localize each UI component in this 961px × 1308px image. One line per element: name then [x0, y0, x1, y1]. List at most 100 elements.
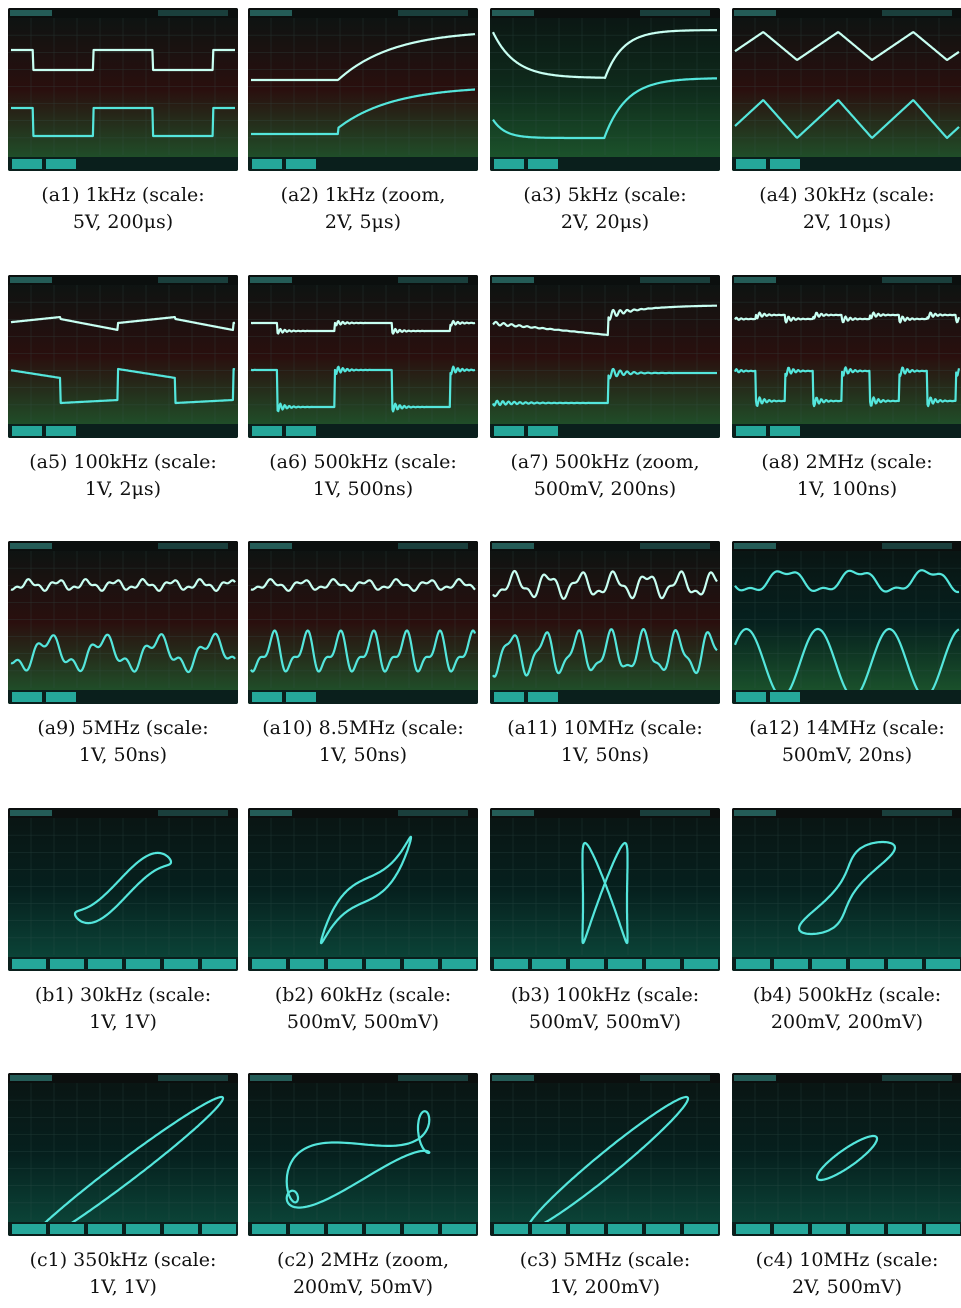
- softkey-button: [736, 1224, 770, 1234]
- scope-status-bar: [248, 1073, 478, 1083]
- caption-line-1: (b2) 60kHz (scale:: [274, 984, 452, 1006]
- softkey-bar: [490, 690, 720, 704]
- softkey-button: [528, 692, 558, 702]
- oscilloscope-photo: [8, 808, 238, 971]
- softkey-bar: [248, 157, 478, 171]
- softkey-button: [328, 959, 362, 969]
- scope-status-bar: [8, 8, 238, 18]
- trace-ch2: [250, 365, 476, 413]
- softkey-button: [12, 959, 46, 969]
- softkey-bar: [248, 957, 478, 971]
- trace-ch1: [250, 319, 476, 335]
- panel-caption: (a1) 1kHz (scale: 5V, 200μs): [2, 182, 244, 236]
- trace-ch2: [10, 106, 236, 138]
- caption-line-1: (a11) 10MHz (scale:: [507, 717, 703, 739]
- softkey-button: [12, 426, 42, 436]
- trace-ch2: [250, 88, 476, 136]
- trace-ch2: [492, 628, 718, 678]
- panel-caption: (a5) 100kHz (scale: 1V, 2μs): [2, 449, 244, 503]
- channel-scale-readout: [492, 277, 534, 283]
- timebase-readout: [640, 543, 710, 549]
- timebase-readout: [158, 277, 228, 283]
- softkey-button: [528, 426, 558, 436]
- caption-line-1: (c2) 2MHz (zoom,: [276, 1249, 450, 1271]
- softkey-bar: [8, 957, 238, 971]
- softkey-bar: [8, 424, 238, 438]
- scope-screen: [732, 275, 961, 438]
- caption-line-2: 1V, 200mV): [550, 1276, 660, 1298]
- trace-ch2: [250, 629, 477, 673]
- xy-lissajous-trace: [581, 841, 629, 945]
- channel-scale-readout: [734, 543, 776, 549]
- scope-screen: [8, 275, 238, 438]
- caption-line-2: 1V, 100ns): [796, 478, 898, 500]
- softkey-button: [770, 159, 800, 169]
- softkey-bar: [248, 424, 478, 438]
- caption-line-2: 1V, 50ns): [78, 744, 168, 766]
- scope-screen: [8, 541, 238, 704]
- trace-group: [492, 569, 718, 678]
- softkey-button: [88, 959, 122, 969]
- xy-lissajous-trace: [73, 851, 173, 925]
- softkey-button: [442, 1224, 476, 1234]
- scope-screen: [490, 1073, 720, 1236]
- channel-scale-readout: [492, 543, 534, 549]
- softkey-button: [126, 959, 160, 969]
- oscilloscope-photo: [732, 1073, 961, 1236]
- caption-line-1: (a2) 1kHz (zoom,: [280, 184, 446, 206]
- softkey-button: [494, 426, 524, 436]
- softkey-button: [252, 692, 282, 702]
- trace-ch1: [10, 48, 236, 72]
- scope-screen: [248, 808, 478, 971]
- softkey-bar: [8, 1222, 238, 1236]
- softkey-bar: [732, 424, 961, 438]
- softkey-button: [50, 959, 84, 969]
- softkey-button: [646, 1224, 680, 1234]
- softkey-button: [252, 426, 282, 436]
- channel-scale-readout: [734, 1075, 776, 1081]
- trace-ch1: [734, 311, 961, 324]
- scope-display: [732, 8, 961, 171]
- oscilloscope-photo: [732, 541, 961, 704]
- timebase-readout: [158, 1075, 228, 1081]
- softkey-button: [46, 692, 76, 702]
- softkey-button: [608, 1224, 642, 1234]
- timebase-readout: [640, 10, 710, 16]
- scope-graticule: [248, 551, 478, 688]
- trace-group: [733, 311, 961, 408]
- scope-status-bar: [8, 808, 238, 818]
- xy-lissajous-trace: [797, 840, 897, 936]
- trace-ch2: [491, 367, 718, 407]
- caption-line-1: (a1) 1kHz (scale:: [41, 184, 205, 206]
- softkey-button: [442, 959, 476, 969]
- scope-screen: [8, 8, 238, 171]
- scope-status-bar: [248, 541, 478, 551]
- scope-display: [248, 8, 478, 171]
- scope-graticule: [8, 285, 238, 422]
- trace-ch1: [734, 569, 960, 594]
- scope-display: [490, 275, 720, 438]
- panel-caption: (b3) 100kHz (scale: 500mV, 500mV): [484, 982, 726, 1036]
- trace-group: [250, 319, 476, 413]
- panel-caption: (c4) 10MHz (scale: 2V, 500mV): [726, 1247, 961, 1301]
- caption-line-1: (b1) 30kHz (scale:: [34, 984, 212, 1006]
- caption-line-1: (a7) 500kHz (zoom,: [510, 451, 700, 473]
- scope-status-bar: [732, 541, 961, 551]
- timebase-readout: [158, 543, 228, 549]
- caption-line-1: (c4) 10MHz (scale:: [755, 1249, 939, 1271]
- oscilloscope-photo: [490, 541, 720, 704]
- trace-group: [491, 304, 718, 407]
- scope-display: [732, 541, 961, 704]
- oscilloscope-photo: [490, 8, 720, 171]
- scope-status-bar: [8, 275, 238, 285]
- panel-caption: (a2) 1kHz (zoom, 2V, 5μs): [242, 182, 484, 236]
- oscilloscope-photo: [732, 275, 961, 438]
- channel-scale-readout: [492, 810, 534, 816]
- softkey-bar: [732, 1222, 961, 1236]
- scope-screen: [8, 808, 238, 971]
- channel-scale-readout: [10, 810, 52, 816]
- softkey-button: [494, 159, 524, 169]
- scope-screen: [732, 8, 961, 171]
- softkey-bar: [490, 157, 720, 171]
- caption-line-1: (b3) 100kHz (scale:: [510, 984, 700, 1006]
